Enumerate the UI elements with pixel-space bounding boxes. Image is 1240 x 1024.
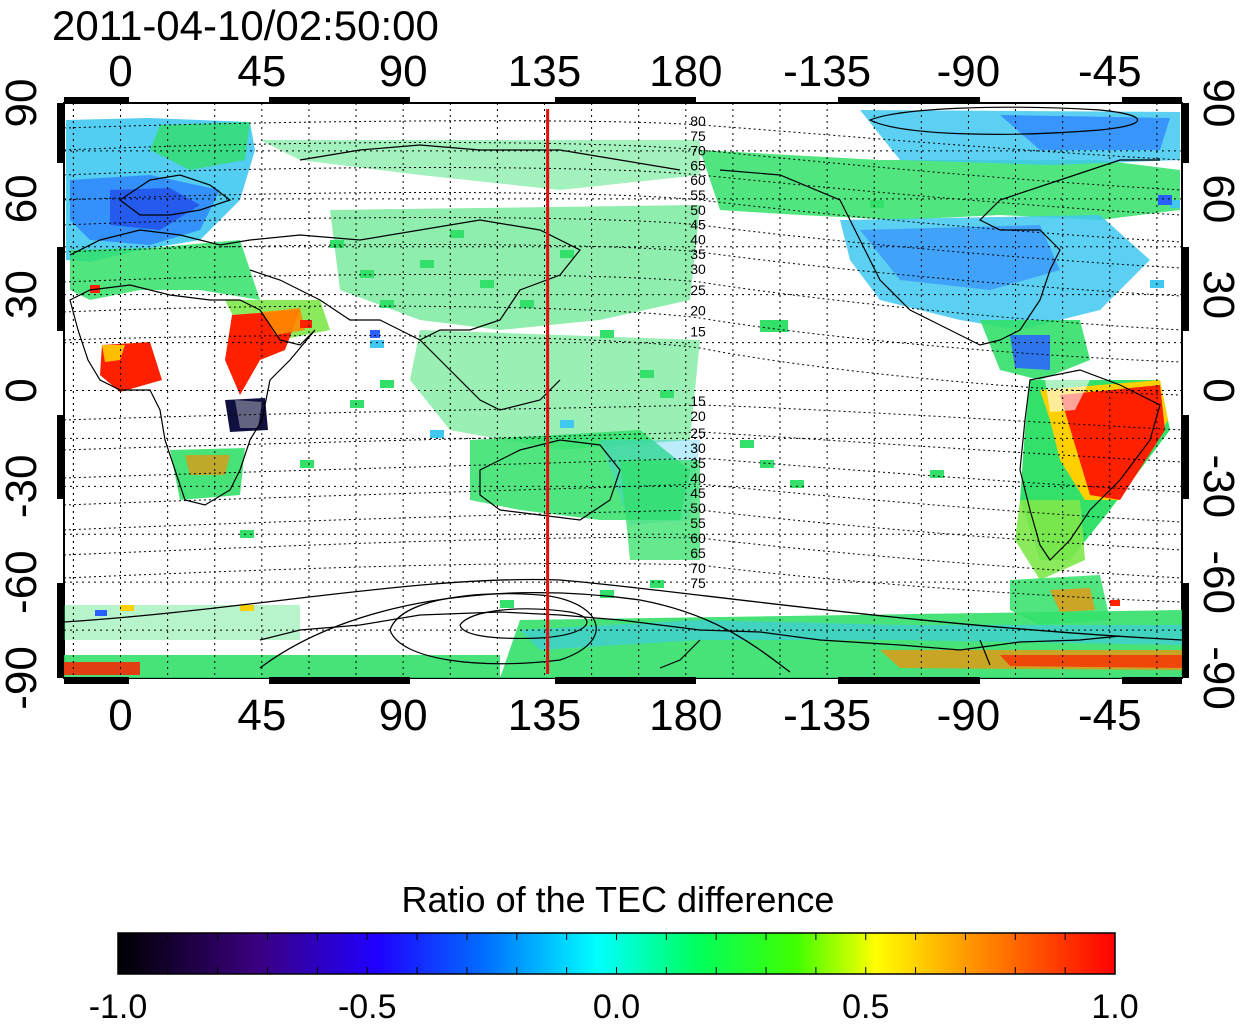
bottom-axis-bar xyxy=(838,677,980,684)
contour-label: 40 xyxy=(690,470,706,486)
bottom-axis-bar xyxy=(555,677,696,684)
contour-label: 45 xyxy=(690,485,706,501)
contour-value-labels: 8075706560555045403530252015152025303540… xyxy=(690,113,706,591)
bottom-longitude-label: 45 xyxy=(237,691,286,740)
left-latitude-label: 60 xyxy=(0,174,46,223)
contour-label: 45 xyxy=(690,217,706,233)
contour-label: 35 xyxy=(690,246,706,262)
top-longitude-label: 135 xyxy=(508,47,581,96)
bottom-longitude-label: -135 xyxy=(783,691,871,740)
bottom-longitude-label: -90 xyxy=(937,691,1001,740)
right-latitude-label: 60 xyxy=(1194,174,1240,223)
left-axis-bar xyxy=(57,247,64,331)
contour-label: 50 xyxy=(690,500,706,516)
top-axis-bar xyxy=(269,97,410,104)
contour-label: 70 xyxy=(690,560,706,576)
top-axis-bar xyxy=(1122,97,1182,104)
bottom-longitude-label: 135 xyxy=(508,691,581,740)
left-latitude-label: -60 xyxy=(0,550,46,614)
colorbar-tick-label: -1.0 xyxy=(89,988,148,1024)
colorbar-ticks xyxy=(117,933,1116,974)
contour-label: 15 xyxy=(690,393,706,409)
contour-label: 25 xyxy=(690,425,706,441)
right-latitude-label: 90 xyxy=(1194,79,1240,128)
axis-tick-bars xyxy=(57,97,1189,684)
bottom-axis-bar xyxy=(1122,677,1182,684)
contour-label: 55 xyxy=(690,187,706,203)
top-longitude-label: -45 xyxy=(1078,47,1142,96)
contour-label: 50 xyxy=(690,202,706,218)
right-latitude-label: -60 xyxy=(1194,550,1240,614)
contour-label: 75 xyxy=(690,128,706,144)
contour-label: 35 xyxy=(690,455,706,471)
contour-label: 60 xyxy=(690,530,706,546)
colorbar-tick-label: 1.0 xyxy=(1091,988,1138,1024)
right-axis-bar xyxy=(1182,415,1189,499)
contour-label: 15 xyxy=(690,323,706,339)
tec-data-layer xyxy=(64,110,1182,678)
contour-label: 40 xyxy=(690,231,706,247)
left-latitude-label: -90 xyxy=(0,646,46,710)
top-axis-bar xyxy=(838,97,980,104)
geomagnetic-contours xyxy=(64,106,1182,673)
left-axis-bar xyxy=(57,583,64,678)
left-latitude-label: 30 xyxy=(0,270,46,319)
contour-label: 70 xyxy=(690,143,706,159)
timestamp-title: 2011-04-10/02:50:00 xyxy=(52,2,439,49)
contour-label: 75 xyxy=(690,575,706,591)
top-longitude-label: 90 xyxy=(379,47,428,96)
right-axis-bar xyxy=(1182,247,1189,331)
left-latitude-label: -30 xyxy=(0,455,46,519)
colorbar-tick-label: 0.0 xyxy=(593,988,640,1024)
contour-label: 20 xyxy=(690,408,706,424)
right-latitude-label: 30 xyxy=(1194,270,1240,319)
bottom-longitude-label: 90 xyxy=(379,691,428,740)
right-axis-bar xyxy=(1182,103,1189,163)
right-latitude-label: 0 xyxy=(1194,378,1240,402)
bottom-longitude-label: 0 xyxy=(108,691,132,740)
axis-labels: 0 45 90 135 180 -135 -90 -45 0 45 90 135 180 -135 -90 -… xyxy=(0,47,1240,740)
colorbar-tick-labels: -1.0 -0.5 0.0 0.5 1.0 xyxy=(89,988,1139,1024)
colorbar-tick-label: 0.5 xyxy=(842,988,889,1024)
bottom-longitude-label: 180 xyxy=(649,691,722,740)
colorbar-tick-label: -0.5 xyxy=(338,988,397,1024)
bottom-longitude-label: -45 xyxy=(1078,691,1142,740)
contour-label: 65 xyxy=(690,545,706,561)
left-axis-bar xyxy=(57,415,64,499)
contour-label: 65 xyxy=(690,157,706,173)
top-axis-bar xyxy=(555,97,696,104)
contour-label: 20 xyxy=(690,303,706,319)
top-longitude-label: 180 xyxy=(649,47,722,96)
top-axis-bar xyxy=(64,97,129,104)
contour-label: 30 xyxy=(690,440,706,456)
bottom-axis-bar xyxy=(64,677,129,684)
left-axis-bar xyxy=(57,103,64,163)
top-longitude-label: -90 xyxy=(937,47,1001,96)
top-longitude-label: 45 xyxy=(237,47,286,96)
colorbar-title: Ratio of the TEC difference xyxy=(402,879,835,920)
left-latitude-label: 0 xyxy=(0,378,46,402)
contour-label: 80 xyxy=(690,113,706,129)
left-latitude-label: 90 xyxy=(0,79,46,128)
right-axis-bar xyxy=(1182,583,1189,678)
contour-label: 55 xyxy=(690,515,706,531)
right-latitude-label: -30 xyxy=(1194,455,1240,519)
bottom-axis-bar xyxy=(269,677,410,684)
top-longitude-label: 0 xyxy=(108,47,132,96)
contour-label: 25 xyxy=(690,282,706,298)
contour-label: 30 xyxy=(690,261,706,277)
contour-label: 60 xyxy=(690,172,706,188)
right-latitude-label: -90 xyxy=(1194,646,1240,710)
top-longitude-label: -135 xyxy=(783,47,871,96)
